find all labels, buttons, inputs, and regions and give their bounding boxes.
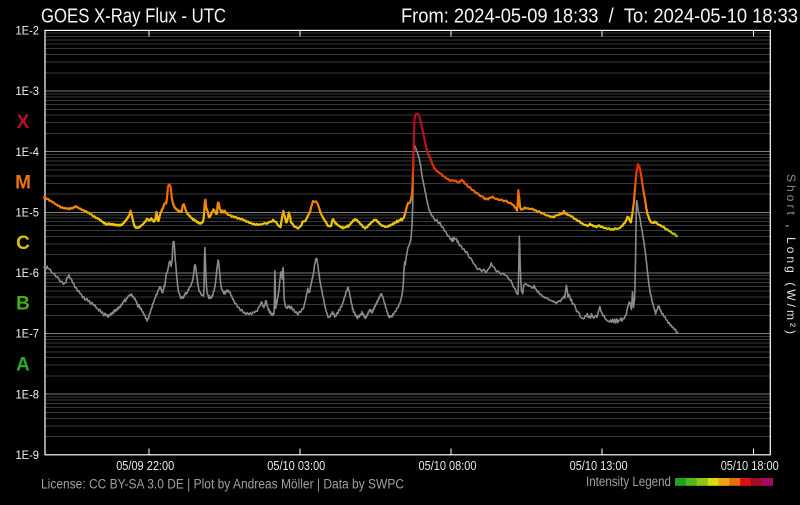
svg-text:1E-2: 1E-2: [16, 24, 40, 38]
svg-text:1E-4: 1E-4: [16, 145, 40, 159]
svg-text:05/10 08:00: 05/10 08:00: [419, 458, 477, 473]
svg-text:M: M: [15, 173, 31, 194]
svg-text:1E-3: 1E-3: [16, 84, 40, 98]
svg-text:GOES X-Ray Flux - UTC: GOES X-Ray Flux - UTC: [41, 6, 226, 28]
svg-text:1E-8: 1E-8: [16, 387, 40, 401]
svg-text:X: X: [17, 112, 30, 133]
svg-text:C: C: [16, 233, 30, 254]
svg-text:Intensity Legend: Intensity Legend: [586, 474, 671, 489]
svg-text:05/09 22:00: 05/09 22:00: [116, 458, 174, 473]
svg-text:05/10 03:00: 05/10 03:00: [267, 458, 325, 473]
svg-text:1E-6: 1E-6: [16, 266, 40, 280]
svg-text:1E-7: 1E-7: [16, 327, 40, 341]
svg-text:05/10 18:00: 05/10 18:00: [721, 458, 779, 473]
svg-text:1E-9: 1E-9: [16, 448, 40, 462]
svg-text:1E-5: 1E-5: [16, 206, 40, 220]
svg-text:05/10 13:00: 05/10 13:00: [570, 458, 628, 473]
svg-text:License: CC BY-SA 3.0 DE | Plo: License: CC BY-SA 3.0 DE | Plot by Andre…: [41, 476, 404, 491]
svg-text:From: 2024-05-09 18:33 / To:: From: 2024-05-09 18:33 / To: 2024-05-10 …: [401, 6, 798, 28]
svg-text:B: B: [16, 294, 30, 315]
svg-text:A: A: [16, 354, 30, 375]
